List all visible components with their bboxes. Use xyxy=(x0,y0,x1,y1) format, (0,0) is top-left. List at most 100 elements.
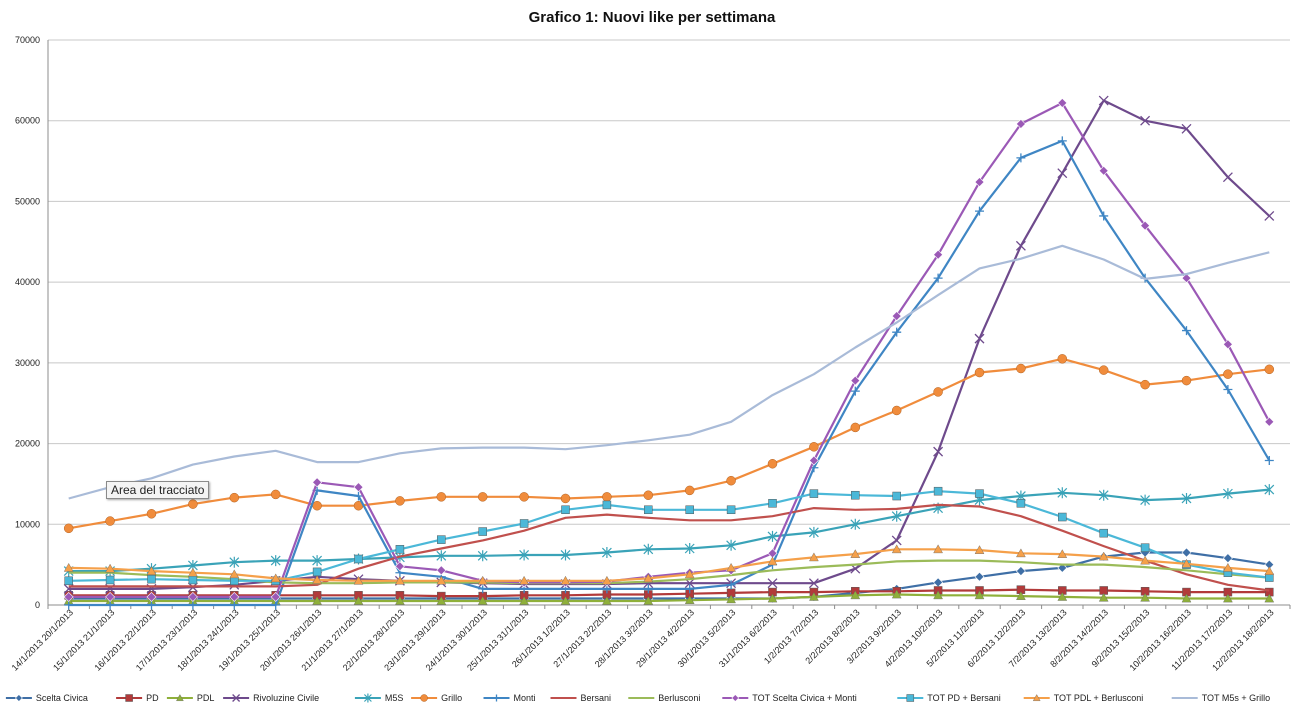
data-point-x xyxy=(891,535,902,546)
data-point-diamond xyxy=(105,592,116,602)
data-point-triangle xyxy=(891,544,902,554)
data-point-circle xyxy=(643,490,654,500)
data-point-diamond xyxy=(229,592,240,602)
data-point-triangle xyxy=(560,575,571,585)
data-point-circle xyxy=(188,499,198,509)
data-point-diamond xyxy=(974,571,985,582)
data-point-plus xyxy=(933,273,943,283)
data-point-square xyxy=(354,554,363,564)
series-line[interactable] xyxy=(68,99,1271,591)
series-grillo[interactable] xyxy=(63,354,1275,534)
y-tick-label: 0 xyxy=(35,600,40,610)
data-point-plus xyxy=(493,694,500,702)
data-point-square xyxy=(437,535,446,544)
data-point-triangle xyxy=(1264,593,1275,603)
series-line[interactable] xyxy=(68,551,1270,600)
series-line[interactable] xyxy=(68,588,1270,598)
data-point-star xyxy=(808,526,819,538)
series-pdl[interactable] xyxy=(63,589,1275,605)
data-point-triangle xyxy=(1223,562,1233,572)
legend: Scelta Civica PD PDL Rivoluzine Civile M5S Gr… xyxy=(5,693,1270,703)
y-tick-label: 30000 xyxy=(15,358,40,368)
legend-item: TOT Scelta Civica + Monti xyxy=(722,693,857,703)
data-point-diamond xyxy=(891,311,902,321)
series-line[interactable] xyxy=(68,357,1270,530)
data-point-x xyxy=(974,333,985,344)
legend-item: Bersani xyxy=(550,693,612,703)
data-point-triangle xyxy=(176,694,184,701)
y-tick-label: 10000 xyxy=(15,519,40,529)
data-point-square xyxy=(561,505,570,515)
data-point-star xyxy=(1098,489,1109,501)
data-point-triangle xyxy=(809,552,819,562)
series-line[interactable] xyxy=(68,244,1270,500)
data-point-square xyxy=(395,545,405,554)
data-point-circle xyxy=(933,387,943,397)
data-point-triangle xyxy=(436,575,447,585)
series-tot-scelta-civica-monti[interactable] xyxy=(63,98,1275,602)
series-tot-pdl-berlusconi[interactable] xyxy=(63,544,1275,585)
data-point-triangle xyxy=(1098,551,1109,561)
series-tot-pd-bersani[interactable] xyxy=(64,486,1274,586)
plot-area[interactable] xyxy=(63,95,1275,610)
data-point-triangle xyxy=(602,596,612,605)
data-point-diamond xyxy=(1140,220,1151,231)
legend-label: Bersani xyxy=(581,693,612,703)
data-point-circle xyxy=(229,492,240,503)
data-point-square xyxy=(1016,499,1026,508)
series-monti[interactable] xyxy=(64,136,1274,610)
data-point-diamond xyxy=(394,561,405,572)
data-point-circle xyxy=(312,500,322,511)
data-point-square xyxy=(768,499,777,508)
series-line[interactable] xyxy=(68,503,1270,592)
data-point-plus xyxy=(229,600,239,610)
legend-item: PDL xyxy=(166,693,214,703)
data-point-diamond xyxy=(1057,98,1068,108)
y-tick-label: 50000 xyxy=(15,196,40,206)
series-bersani[interactable] xyxy=(68,503,1270,592)
series-m5s[interactable] xyxy=(63,484,1275,577)
data-point-triangle xyxy=(436,596,447,605)
series-line[interactable] xyxy=(68,548,1270,582)
series-line[interactable] xyxy=(68,139,1271,607)
legend-label: M5S xyxy=(385,693,404,703)
data-point-square xyxy=(933,486,943,496)
data-point-circle xyxy=(809,442,819,452)
data-point-circle xyxy=(1016,363,1026,374)
data-point-circle xyxy=(395,496,405,506)
data-point-diamond xyxy=(1222,339,1233,350)
data-point-square xyxy=(851,490,860,500)
data-point-star xyxy=(436,550,447,562)
data-point-triangle xyxy=(933,544,943,554)
data-point-diamond xyxy=(63,592,74,602)
data-point-plus xyxy=(1182,326,1191,336)
data-point-star xyxy=(1181,492,1192,504)
data-point-star xyxy=(601,547,612,559)
data-point-triangle xyxy=(229,569,240,579)
data-point-triangle xyxy=(519,596,529,605)
series-line[interactable] xyxy=(68,488,1270,573)
data-point-star xyxy=(726,539,737,551)
data-point-triangle xyxy=(643,573,654,583)
data-point-circle xyxy=(1098,365,1109,375)
series-tot-m5s-grillo[interactable] xyxy=(68,244,1270,500)
series-line[interactable] xyxy=(68,593,1270,603)
data-point-square xyxy=(147,574,156,584)
data-point-triangle xyxy=(726,594,736,604)
data-point-circle xyxy=(519,492,529,502)
data-point-diamond xyxy=(1181,273,1192,284)
data-point-triangle xyxy=(477,575,488,585)
data-point-circle xyxy=(560,493,571,504)
data-point-x xyxy=(1015,240,1026,251)
y-tick-label: 60000 xyxy=(15,116,40,126)
data-point-square xyxy=(602,500,612,510)
y-tick-label: 40000 xyxy=(15,277,40,287)
data-point-star xyxy=(270,555,281,567)
series-line[interactable] xyxy=(68,490,1270,582)
data-point-circle xyxy=(767,459,778,469)
legend-label: Berlusconi xyxy=(658,693,700,703)
data-point-plus xyxy=(685,584,695,594)
data-point-circle xyxy=(1223,369,1233,379)
series-line[interactable] xyxy=(68,101,1271,599)
